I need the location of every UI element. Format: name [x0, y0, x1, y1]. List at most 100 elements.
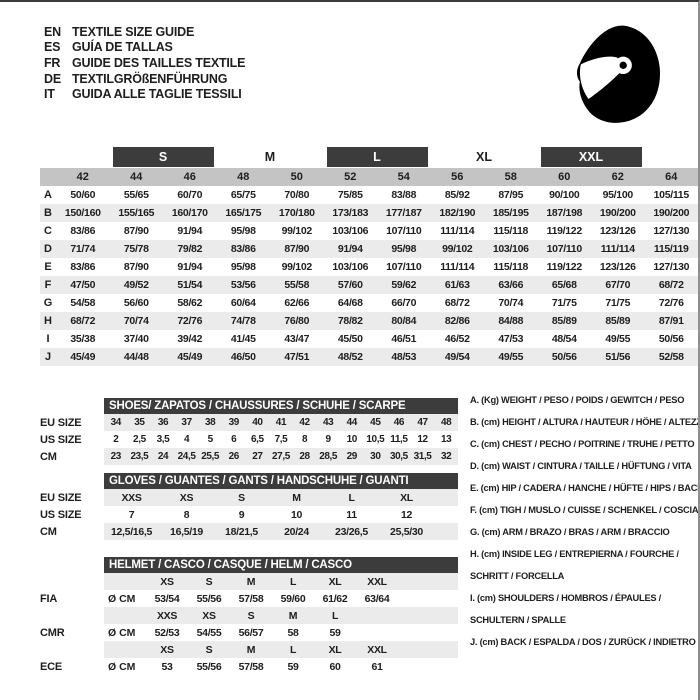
cell: 13 [440, 434, 452, 445]
column-header: 46 [183, 171, 196, 183]
size-label: M [246, 643, 256, 656]
cell: 127/130 [653, 225, 690, 237]
shoes-title: SHOES/ ZAPATOS / CHAUSSURES / SCHUHE / S… [104, 398, 458, 414]
cell: 24 [157, 451, 169, 462]
cell: 64/68 [337, 297, 363, 309]
cell: 25,5 [201, 451, 220, 462]
cell: 6 [231, 434, 237, 445]
cell: 127/130 [653, 261, 690, 273]
helmet-size-row: XS S M L XL XXL [40, 641, 458, 658]
helmet-title: HELMET / CASCO / CASQUE / HELM / CASCO [104, 557, 458, 573]
cell: 61 [371, 660, 383, 673]
size-group-label-l: L [326, 146, 428, 167]
row-label: CMR [40, 626, 65, 639]
cell: 24,5 [177, 451, 196, 462]
cell: 170/180 [278, 207, 315, 219]
row-label: FIA [40, 592, 58, 605]
cell: 31,5 [413, 451, 432, 462]
legend-line: G. (cm) ARM / BRAZO / BRAS / ARM / BRACC… [470, 527, 670, 537]
table-row: G 54/58 56/60 58/62 60/64 62/66 64/68 66/70 68/7… [40, 294, 698, 312]
cell: 85/89 [605, 315, 631, 327]
cell: 87/90 [284, 243, 310, 255]
cell: 123/126 [599, 225, 636, 237]
cell: 87/90 [123, 261, 149, 273]
cell: 56/60 [123, 297, 149, 309]
cell: 57/60 [337, 279, 363, 291]
cell: 62/66 [284, 297, 310, 309]
cell: 8 [183, 508, 190, 521]
cell: 71/74 [70, 243, 96, 255]
cell: 85/89 [551, 315, 577, 327]
cell: 55/56 [196, 660, 222, 673]
cell: 119/122 [546, 225, 583, 237]
cell: 48/52 [337, 351, 363, 363]
cell: 119/122 [546, 261, 583, 273]
size-label: XXS [156, 609, 178, 622]
cell: 46/51 [391, 333, 417, 345]
shoes-section: SHOES/ ZAPATOS / CHAUSSURES / SCHUHE / S… [40, 398, 458, 465]
measurements-legend: A. (Kg) WEIGHT / PESO / POIDS / GEWITCH … [470, 389, 698, 653]
cell: 30,5 [389, 451, 408, 462]
table-row: CM 12,5/16,5 16,5/19 18/21,5 20/24 23/26,5 25,… [40, 523, 458, 540]
shoes-rows: EU SIZE 34 35 36 37 38 39 40 41 42 43 44 45 46 47 48 US … [40, 414, 458, 465]
column-header: 44 [130, 171, 143, 183]
lang-code: FR [44, 55, 61, 70]
cell: 65/75 [230, 189, 256, 201]
lang-row: ES GUÍA DE TALLAS [44, 40, 245, 56]
cell: 63/66 [498, 279, 524, 291]
row-label: CM [40, 525, 57, 538]
cell: 67/70 [605, 279, 631, 291]
row-letter: I [46, 333, 50, 345]
cell: 2 [113, 434, 119, 445]
row-letter: H [44, 315, 52, 327]
legend-item: F. (cm) TIGH / MUSLO / CUISSE / SCHENKEL… [470, 499, 698, 521]
helmet-rows: XS S M L XL XXL FIA Ø CM 53/54 55/56 57/58 59/60 61/… [40, 573, 458, 675]
cell: 107/110 [386, 225, 422, 237]
cell: 68/72 [444, 297, 470, 309]
row-label [40, 641, 104, 658]
row-cells: 34 35 36 37 38 39 40 41 42 43 44 45 46 47 48 [104, 414, 458, 431]
size-label: M [246, 575, 256, 588]
cell: 91/94 [177, 225, 203, 237]
cell: 43 [322, 417, 334, 428]
cell: 99/102 [281, 261, 313, 273]
legend-item: J. (cm) BACK / ESPALDA / DOS / ZURÜCK / … [470, 631, 698, 653]
cell: 111/114 [440, 261, 475, 273]
row-cells: Ø CM 53/54 55/56 57/58 59/60 61/62 63/64 [104, 590, 458, 607]
legend-item: H. (cm) INSIDE LEG / ENTREPIERNA / FOURC… [470, 543, 698, 587]
lang-label: TEXTILE SIZE GUIDE [72, 24, 195, 39]
cell: 27,5 [272, 451, 290, 462]
cell: 190/200 [653, 207, 690, 219]
cell: 43/47 [284, 333, 310, 345]
cell: 47 [417, 417, 428, 428]
cell: 57/58 [238, 660, 264, 673]
table-row: CM 23 23,5 24 24,5 25,5 26 27 27,5 28 28,5 29 30 30,5… [40, 448, 458, 465]
cell: 59/60 [280, 592, 306, 605]
cell: 72/76 [658, 297, 684, 309]
cell: 71/75 [605, 297, 631, 309]
cell: 8 [301, 434, 308, 445]
cell: 28 [299, 451, 310, 462]
cell: 35/38 [70, 333, 96, 345]
cell: 50/56 [658, 333, 684, 345]
cell: 12 [400, 508, 413, 521]
cell: 26 [228, 451, 240, 462]
cell: 59 [329, 626, 341, 639]
row-cells: Ø CM 52/53 54/55 56/57 58 59 [104, 624, 458, 641]
cell: 23,5 [130, 451, 149, 462]
cell: 123/126 [599, 261, 636, 273]
row-cells: XXS XS S M L XL [104, 489, 458, 506]
cell: 48/54 [551, 333, 577, 345]
helmet-value-row: FIA Ø CM 53/54 55/56 57/58 59/60 61/62 63/64 [40, 590, 458, 607]
cell: 111/114 [440, 225, 475, 237]
cell: 54/58 [70, 297, 96, 309]
table-row: J 45/49 44/48 45/49 46/50 47/51 48/52 48/53 49/5… [40, 348, 698, 366]
helmet-value-row: ECE Ø CM 53 55/56 57/58 59 60 61 [40, 658, 458, 675]
cell: 65/68 [551, 279, 577, 291]
cell: 90/100 [549, 189, 580, 201]
table-row: B 150/160 155/165 160/170 165/175 170/180 173/… [40, 204, 698, 222]
size-label: S [205, 643, 213, 656]
helmet-section: HELMET / CASCO / CASQUE / HELM / CASCO X… [40, 557, 458, 675]
cell: 49/55 [605, 333, 631, 345]
lang-label: GUIDE DES TAILLES TEXTILE [72, 55, 246, 70]
